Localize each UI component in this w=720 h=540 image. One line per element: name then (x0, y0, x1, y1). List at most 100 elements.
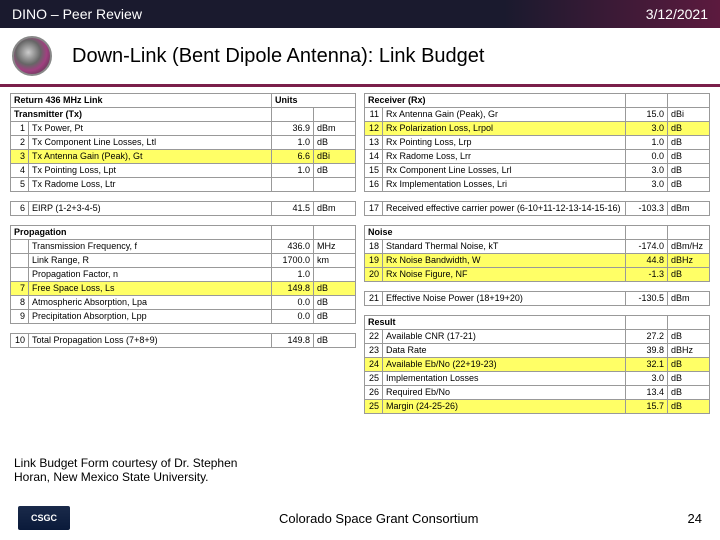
prop-header: Propagation (11, 226, 272, 240)
tx-n: 1 (11, 122, 29, 136)
prop-u: dB (314, 310, 356, 324)
result-u: dBHz (668, 344, 710, 358)
total-prop-u: dB (314, 334, 356, 348)
noise-v: 44.8 (626, 254, 668, 268)
rx-row: 14Rx Radome Loss, Lrr0.0dB (365, 150, 710, 164)
prop-u: dB (314, 296, 356, 310)
recv-power-u: dBm (668, 202, 710, 216)
noise-n: 18 (365, 240, 383, 254)
noise-label: Rx Noise Bandwidth, W (383, 254, 626, 268)
prop-u: MHz (314, 240, 356, 254)
header-bar: DINO – Peer Review 3/12/2021 (0, 0, 720, 28)
result-n: 25 (365, 400, 383, 414)
result-label: Data Rate (383, 344, 626, 358)
prop-label: Transmission Frequency, f (29, 240, 272, 254)
rx-u: dBi (668, 108, 710, 122)
prop-v: 149.8 (272, 282, 314, 296)
rx-n: 15 (365, 164, 383, 178)
result-u: dB (668, 400, 710, 414)
rx-n: 12 (365, 122, 383, 136)
result-header: Result (365, 316, 626, 330)
prop-u: km (314, 254, 356, 268)
prop-v: 1.0 (272, 268, 314, 282)
result-label: Margin (24-25-26) (383, 400, 626, 414)
eff-noise-u: dBm (668, 292, 710, 306)
result-u: dB (668, 330, 710, 344)
result-row: 24Available Eb/No (22+19-23)32.1dB (365, 358, 710, 372)
rx-n: 13 (365, 136, 383, 150)
footer: CSGC Colorado Space Grant Consortium 24 (0, 500, 720, 540)
tx-row: 2Tx Component Line Losses, Ltl1.0dB (11, 136, 356, 150)
rx-n: 16 (365, 178, 383, 192)
prop-row: Propagation Factor, n1.0 (11, 268, 356, 282)
header-date: 3/12/2021 (646, 6, 708, 22)
recv-power-v: -103.3 (626, 202, 668, 216)
noise-row: 18Standard Thermal Noise, kT-174.0dBm/Hz (365, 240, 710, 254)
eff-noise-n: 21 (365, 292, 383, 306)
prop-n (11, 240, 29, 254)
result-v: 13.4 (626, 386, 668, 400)
header-left: DINO – Peer Review (12, 6, 142, 22)
result-v: 32.1 (626, 358, 668, 372)
tx-u (314, 178, 356, 192)
tx-label: Tx Component Line Losses, Ltl (29, 136, 272, 150)
rx-label: Rx Component Line Losses, Lrl (383, 164, 626, 178)
right-column: Receiver (Rx) 11Rx Antenna Gain (Peak), … (364, 93, 710, 414)
noise-label: Rx Noise Figure, NF (383, 268, 626, 282)
rx-u: dB (668, 150, 710, 164)
prop-n: 8 (11, 296, 29, 310)
noise-n: 19 (365, 254, 383, 268)
tx-u: dBi (314, 150, 356, 164)
result-n: 26 (365, 386, 383, 400)
tx-row: 1Tx Power, Pt36.9dBm (11, 122, 356, 136)
eirp-v: 41.5 (272, 202, 314, 216)
rx-label: Rx Radome Loss, Lrr (383, 150, 626, 164)
total-prop-label: Total Propagation Loss (7+8+9) (29, 334, 272, 348)
left-table: Return 436 MHz LinkUnits Transmitter (Tx… (10, 93, 356, 348)
result-label: Available CNR (17-21) (383, 330, 626, 344)
tx-label: Tx Antenna Gain (Peak), Gt (29, 150, 272, 164)
prop-u: dB (314, 282, 356, 296)
tx-v: 1.0 (272, 164, 314, 178)
rx-v: 3.0 (626, 122, 668, 136)
result-v: 15.7 (626, 400, 668, 414)
page-title: Down-Link (Bent Dipole Antenna): Link Bu… (72, 45, 484, 68)
total-prop-n: 10 (11, 334, 29, 348)
tx-label: Tx Pointing Loss, Lpt (29, 164, 272, 178)
tx-row: 4Tx Pointing Loss, Lpt1.0dB (11, 164, 356, 178)
rx-n: 11 (365, 108, 383, 122)
eff-noise-label: Effective Noise Power (18+19+20) (383, 292, 626, 306)
tx-n: 3 (11, 150, 29, 164)
tx-n: 2 (11, 136, 29, 150)
tx-v: 6.6 (272, 150, 314, 164)
credit-text: Link Budget Form courtesy of Dr. Stephen… (14, 456, 274, 484)
prop-u (314, 268, 356, 282)
rx-v: 3.0 (626, 178, 668, 192)
rx-row: 12Rx Polarization Loss, Lrpol3.0dB (365, 122, 710, 136)
rx-u: dB (668, 164, 710, 178)
noise-u: dBHz (668, 254, 710, 268)
noise-u: dB (668, 268, 710, 282)
tx-row: 3Tx Antenna Gain (Peak), Gt6.6dBi (11, 150, 356, 164)
left-column: Return 436 MHz LinkUnits Transmitter (Tx… (10, 93, 356, 414)
tx-label: Tx Radome Loss, Ltr (29, 178, 272, 192)
prop-n: 7 (11, 282, 29, 296)
result-row: 22Available CNR (17-21)27.2dB (365, 330, 710, 344)
noise-n: 20 (365, 268, 383, 282)
eirp-u: dBm (314, 202, 356, 216)
prop-label: Link Range, R (29, 254, 272, 268)
prop-v: 1700.0 (272, 254, 314, 268)
tx-v: 36.9 (272, 122, 314, 136)
rx-v: 15.0 (626, 108, 668, 122)
footer-page: 24 (688, 511, 702, 526)
title-row: Down-Link (Bent Dipole Antenna): Link Bu… (0, 28, 720, 80)
rx-u: dB (668, 136, 710, 150)
rx-label: Rx Pointing Loss, Lrp (383, 136, 626, 150)
eff-noise-v: -130.5 (626, 292, 668, 306)
noise-header: Noise (365, 226, 626, 240)
prop-n (11, 254, 29, 268)
noise-row: 19Rx Noise Bandwidth, W44.8dBHz (365, 254, 710, 268)
prop-n (11, 268, 29, 282)
tx-n: 4 (11, 164, 29, 178)
result-n: 24 (365, 358, 383, 372)
